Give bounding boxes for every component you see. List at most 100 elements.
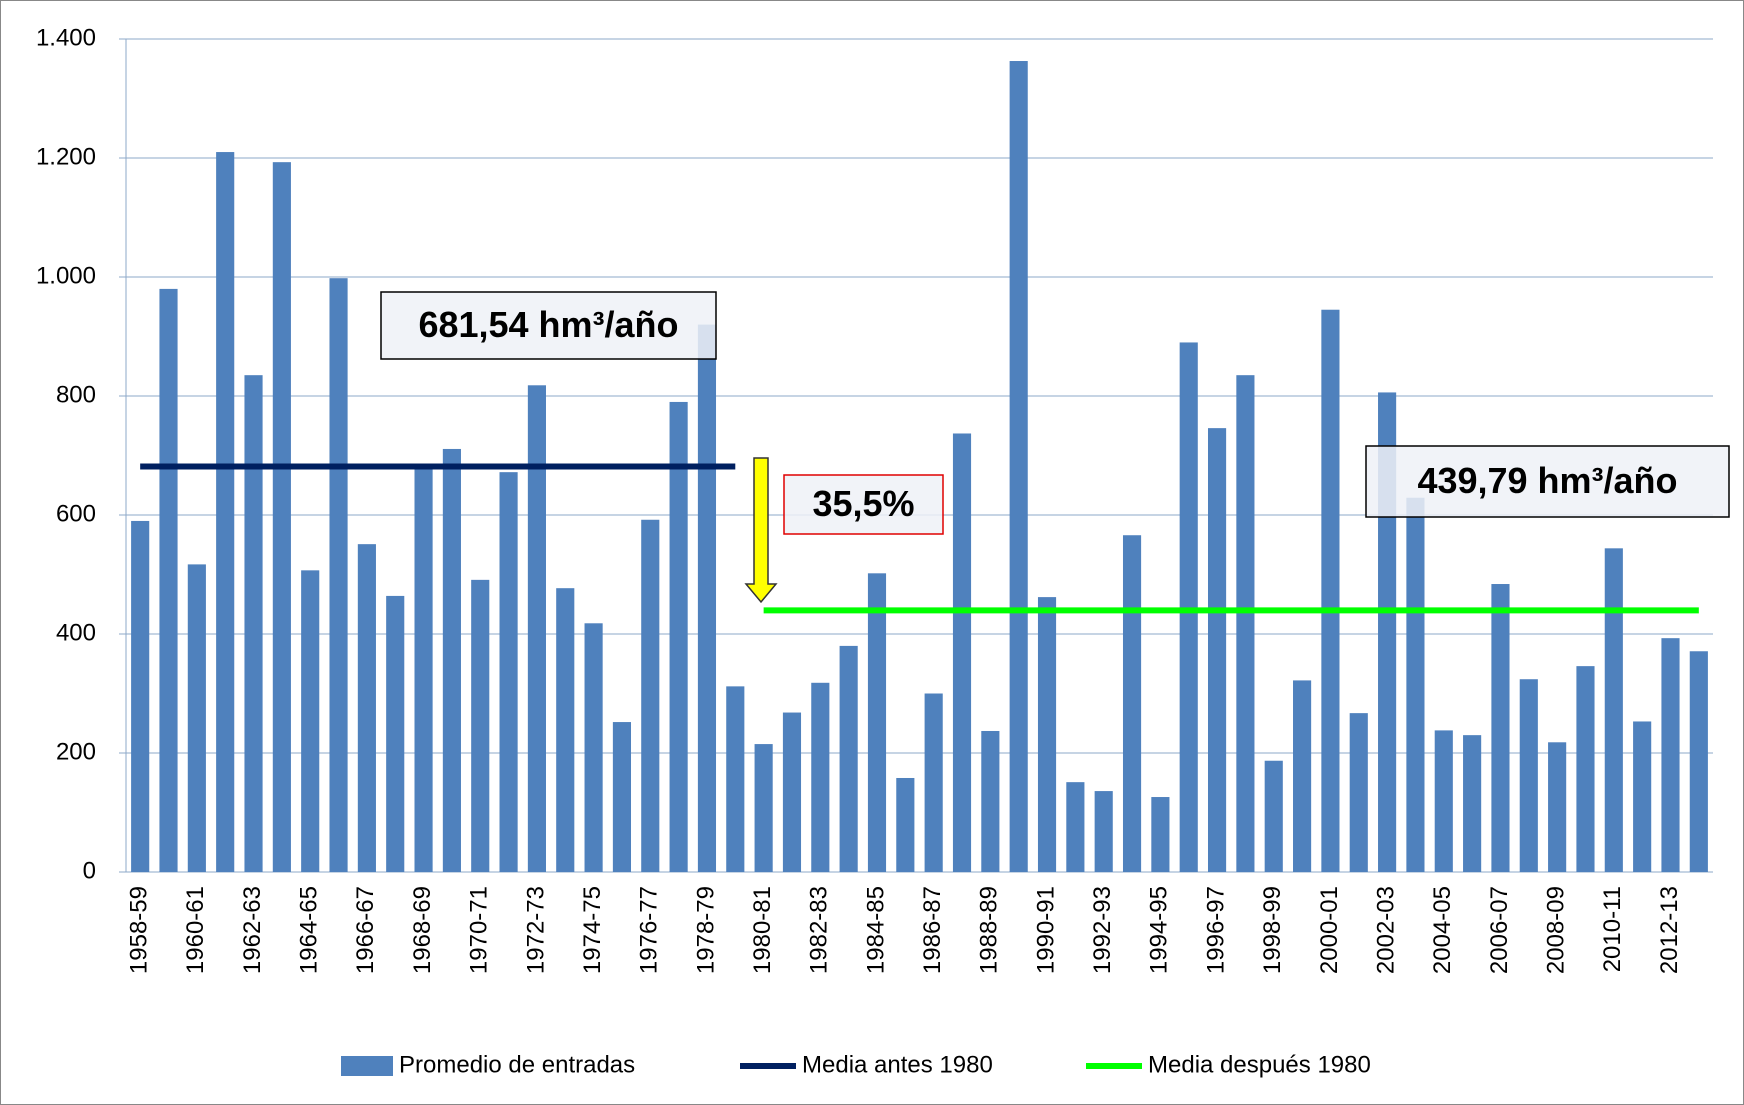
annotation: 35,5% — [812, 483, 914, 524]
x-tick-label: 1982-83 — [806, 886, 833, 974]
y-tick-label: 400 — [56, 619, 96, 646]
bar — [1009, 61, 1028, 872]
bar — [867, 573, 887, 872]
bar — [584, 623, 603, 872]
bar — [1661, 638, 1680, 872]
bar — [1321, 309, 1340, 873]
bar — [1349, 713, 1368, 872]
annotation: 439,79 hm³/año — [1417, 460, 1677, 501]
bar — [896, 777, 915, 872]
legend-label: Media antes 1980 — [802, 1051, 993, 1078]
x-tick-label: 1980-81 — [749, 886, 776, 974]
y-tick-label: 800 — [56, 381, 96, 408]
bar — [1066, 782, 1085, 872]
x-tick-label: 2008-09 — [1542, 886, 1569, 974]
bar — [386, 595, 405, 872]
bar — [1207, 428, 1227, 872]
x-tick-label: 1976-77 — [636, 886, 663, 974]
bar — [1519, 679, 1538, 872]
bar — [1122, 535, 1142, 872]
x-tick-label: 1988-89 — [976, 886, 1003, 974]
bar — [924, 693, 943, 872]
bar — [1264, 760, 1283, 872]
bar — [1037, 597, 1057, 872]
legend-label: Promedio de entradas — [399, 1051, 635, 1078]
x-tick-label: 1962-63 — [239, 886, 266, 974]
x-tick-label: 1968-69 — [409, 886, 436, 974]
x-tick-label: 2012-13 — [1656, 886, 1683, 974]
bar — [981, 730, 1000, 872]
bar — [612, 722, 632, 872]
bar — [471, 579, 490, 872]
bar — [754, 744, 773, 872]
bar — [1491, 584, 1510, 872]
bar — [1406, 497, 1425, 872]
legend-label: Media después 1980 — [1148, 1051, 1371, 1078]
x-tick-label: 1978-79 — [692, 886, 719, 974]
x-tick-label: 1996-97 — [1202, 886, 1229, 974]
annotation-box — [380, 291, 717, 360]
bar — [641, 519, 660, 872]
bar — [726, 686, 745, 872]
bar — [782, 712, 802, 872]
x-tick-label: 2010-11 — [1599, 886, 1626, 972]
bar — [1689, 651, 1708, 872]
bar — [442, 448, 461, 872]
x-tick-label: 1994-95 — [1146, 886, 1173, 974]
bar — [527, 385, 546, 872]
x-tick-label: 1972-73 — [522, 886, 549, 974]
bar — [1463, 735, 1482, 872]
bar — [556, 588, 575, 872]
bar — [1293, 680, 1312, 872]
bar — [811, 682, 830, 872]
bar — [669, 401, 688, 872]
y-tick-label: 1.200 — [36, 143, 96, 170]
x-tick-label: 2000-01 — [1316, 886, 1343, 974]
x-tick-label: 2006-07 — [1486, 886, 1513, 974]
x-tick-label: 1966-67 — [352, 886, 379, 974]
bar — [357, 544, 376, 872]
bar — [301, 570, 320, 872]
x-tick-label: 1990-91 — [1032, 886, 1059, 974]
bar — [1548, 742, 1567, 872]
x-tick-label: 2004-05 — [1429, 886, 1456, 974]
bar — [131, 520, 150, 872]
bar — [1179, 342, 1198, 872]
y-tick-label: 600 — [56, 500, 96, 527]
x-tick-label: 1986-87 — [919, 886, 946, 974]
bar — [329, 278, 348, 872]
y-tick-label: 0 — [83, 857, 96, 884]
bar — [1434, 730, 1453, 872]
x-tick-label: 1958-59 — [126, 886, 153, 974]
y-tick-label: 200 — [56, 738, 96, 765]
bar — [187, 564, 206, 872]
x-tick-label: 1992-93 — [1089, 886, 1116, 974]
y-tick-label: 1.400 — [36, 24, 96, 51]
bar — [952, 433, 972, 872]
annotation-box — [783, 474, 944, 535]
annotation-box — [1365, 445, 1730, 518]
x-tick-label: 1960-61 — [182, 886, 209, 974]
bar — [839, 645, 858, 872]
x-tick-label: 1998-99 — [1259, 886, 1286, 974]
bar — [1604, 548, 1623, 872]
bar — [1151, 797, 1170, 872]
bar — [1236, 375, 1255, 872]
bar — [1576, 666, 1595, 872]
x-tick-label: 1984-85 — [862, 886, 889, 974]
x-tick-label: 1974-75 — [579, 886, 606, 974]
bar — [1094, 791, 1113, 872]
legend-swatch — [341, 1056, 393, 1076]
bar — [697, 324, 717, 873]
bar — [159, 288, 178, 872]
bar — [1633, 721, 1652, 872]
bar — [414, 467, 433, 872]
x-tick-label: 1964-65 — [296, 886, 323, 974]
x-tick-label: 1970-71 — [466, 886, 493, 974]
arrow — [744, 457, 778, 604]
bar — [216, 152, 235, 873]
bar — [244, 375, 263, 872]
y-tick-label: 1.000 — [36, 262, 96, 289]
annotation: 681,54 hm³/año — [418, 304, 678, 345]
